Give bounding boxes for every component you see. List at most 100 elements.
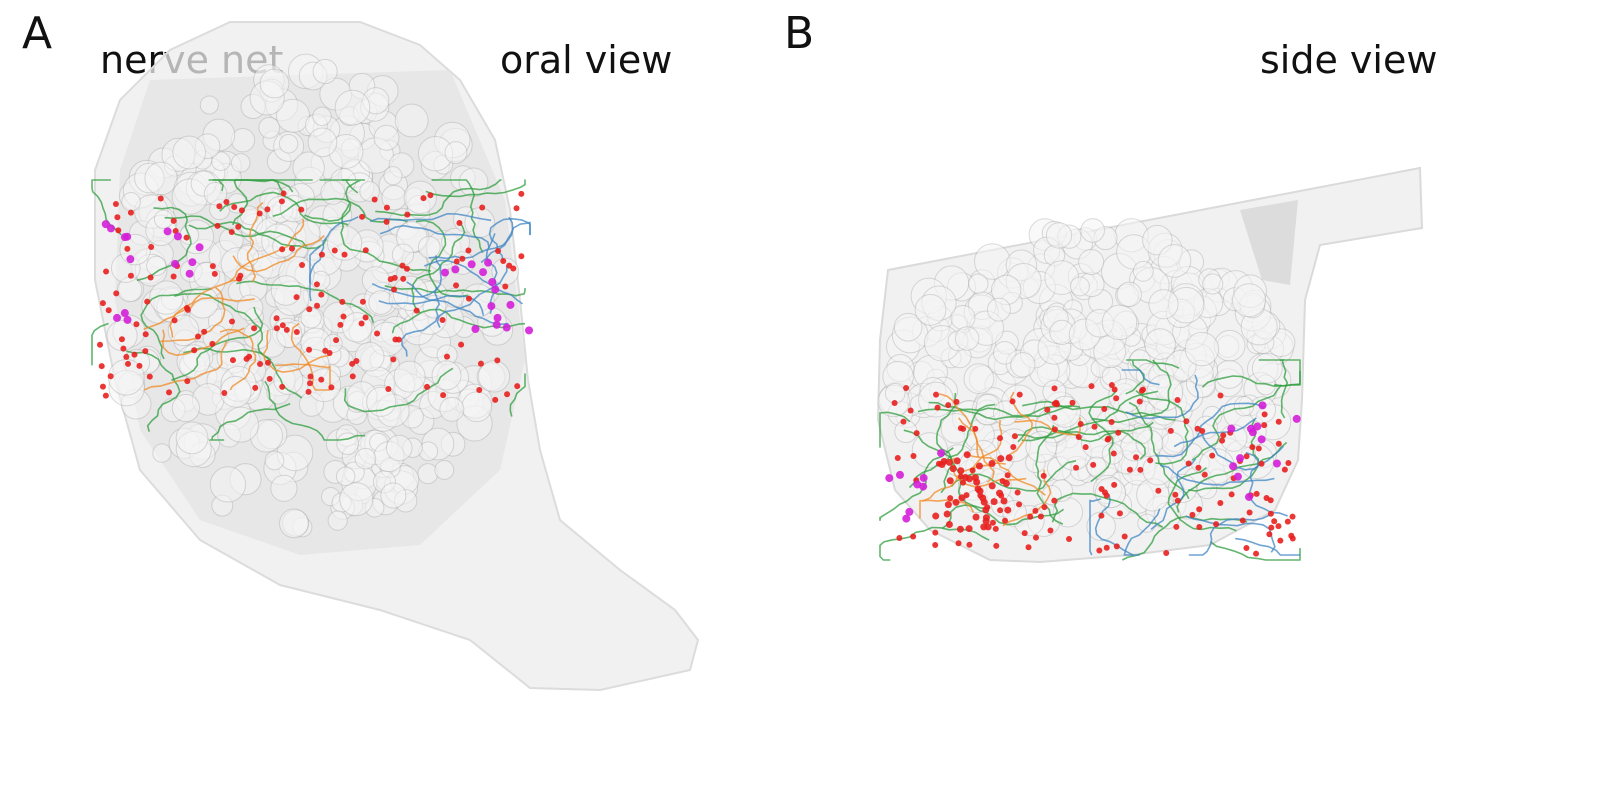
vesicle xyxy=(392,275,429,312)
soma-red xyxy=(142,331,149,338)
soma-red xyxy=(988,482,996,490)
soma-red xyxy=(1005,454,1013,462)
soma-red xyxy=(1101,489,1108,496)
soma-red xyxy=(1040,472,1047,479)
soma-magenta xyxy=(937,449,946,458)
vesicle xyxy=(1233,395,1255,417)
vesicle xyxy=(1106,471,1134,498)
neurite-green xyxy=(1258,359,1289,419)
soma-red xyxy=(1267,497,1274,504)
vesicle xyxy=(1005,249,1038,281)
vesicle xyxy=(1141,324,1162,345)
soma-red xyxy=(1098,485,1105,492)
soma-red xyxy=(1275,418,1282,425)
soma-magenta xyxy=(123,315,132,324)
soma-red xyxy=(273,315,280,322)
neurite-green xyxy=(1274,359,1301,387)
soma-red xyxy=(318,291,325,298)
soma-red xyxy=(1275,440,1282,447)
vesicle xyxy=(1061,228,1093,260)
vesicle xyxy=(1086,456,1107,477)
neurite-green xyxy=(264,380,366,441)
soma-red xyxy=(900,418,907,425)
vesicle xyxy=(1230,293,1251,313)
vesicle xyxy=(1172,380,1204,412)
soma-red xyxy=(1032,507,1039,514)
soma-red xyxy=(195,333,202,340)
soma-magenta xyxy=(195,243,204,252)
soma-red xyxy=(932,529,939,536)
soma-magenta xyxy=(1253,422,1262,431)
neurite-green xyxy=(1051,492,1163,528)
vesicle xyxy=(1132,424,1152,445)
vesicle xyxy=(1033,399,1057,423)
soma-red xyxy=(989,519,996,526)
soma-red xyxy=(1116,510,1123,517)
vesicle xyxy=(1013,504,1045,537)
soma-red xyxy=(955,540,962,547)
vesicle xyxy=(965,325,994,353)
neurite-orange xyxy=(143,279,242,331)
vesicle xyxy=(1039,416,1067,444)
vesicle xyxy=(1153,239,1183,269)
vesicle xyxy=(1120,432,1150,462)
vesicle xyxy=(946,272,977,302)
vesicle xyxy=(175,421,209,455)
soma-red xyxy=(957,467,965,475)
soma-red xyxy=(1281,466,1288,473)
soma-red xyxy=(502,283,509,290)
soma-magenta xyxy=(171,259,180,268)
soma-red xyxy=(131,351,138,358)
vesicle xyxy=(1101,323,1123,345)
soma-red xyxy=(1263,494,1270,501)
soma-magenta xyxy=(451,265,460,274)
soma-red xyxy=(1121,533,1128,540)
vesicle xyxy=(1170,282,1191,304)
soma-red xyxy=(903,385,910,392)
vesicle xyxy=(911,316,943,347)
vesicle xyxy=(987,350,1013,376)
soma-red xyxy=(960,479,967,486)
vesicle xyxy=(1157,374,1184,401)
neurite-green xyxy=(171,306,264,382)
neurite-blue xyxy=(378,294,485,316)
neurite-blue xyxy=(1121,369,1160,386)
vesicle xyxy=(1121,327,1142,347)
soma-red xyxy=(1139,386,1146,393)
soma-red xyxy=(1051,400,1058,407)
soma-red xyxy=(907,407,914,414)
vesicle xyxy=(1239,292,1266,319)
soma-red xyxy=(306,346,313,353)
soma-red xyxy=(440,392,447,399)
vesicle xyxy=(1243,372,1278,407)
vesicle xyxy=(950,305,976,331)
vesicle xyxy=(1115,283,1139,308)
neurite-green xyxy=(136,206,192,282)
neurite-orange xyxy=(971,420,1003,485)
soma-magenta xyxy=(1236,454,1245,463)
soma-red xyxy=(1009,398,1016,405)
vesicle xyxy=(1224,439,1257,472)
vesicle xyxy=(1255,362,1292,400)
soma-red xyxy=(306,306,313,313)
neurite-blue xyxy=(1235,537,1300,556)
soma-red xyxy=(1108,418,1115,425)
vesicle xyxy=(461,391,493,423)
vesicle xyxy=(312,58,338,85)
vesicle xyxy=(1045,432,1067,455)
vesicle xyxy=(439,396,465,422)
vesicle xyxy=(1064,354,1098,388)
soma-red xyxy=(1111,386,1118,393)
vesicle xyxy=(885,329,921,364)
neurite-green xyxy=(908,403,996,489)
soma-red xyxy=(115,227,122,234)
soma-red xyxy=(1209,452,1216,459)
vesicle xyxy=(1168,309,1194,334)
neurite-green xyxy=(942,504,1065,529)
soma-red xyxy=(999,478,1006,485)
soma-red xyxy=(221,389,228,396)
soma-red xyxy=(1194,425,1201,432)
soma-red xyxy=(279,383,286,390)
vesicle xyxy=(914,388,940,414)
vesicle xyxy=(958,459,984,485)
